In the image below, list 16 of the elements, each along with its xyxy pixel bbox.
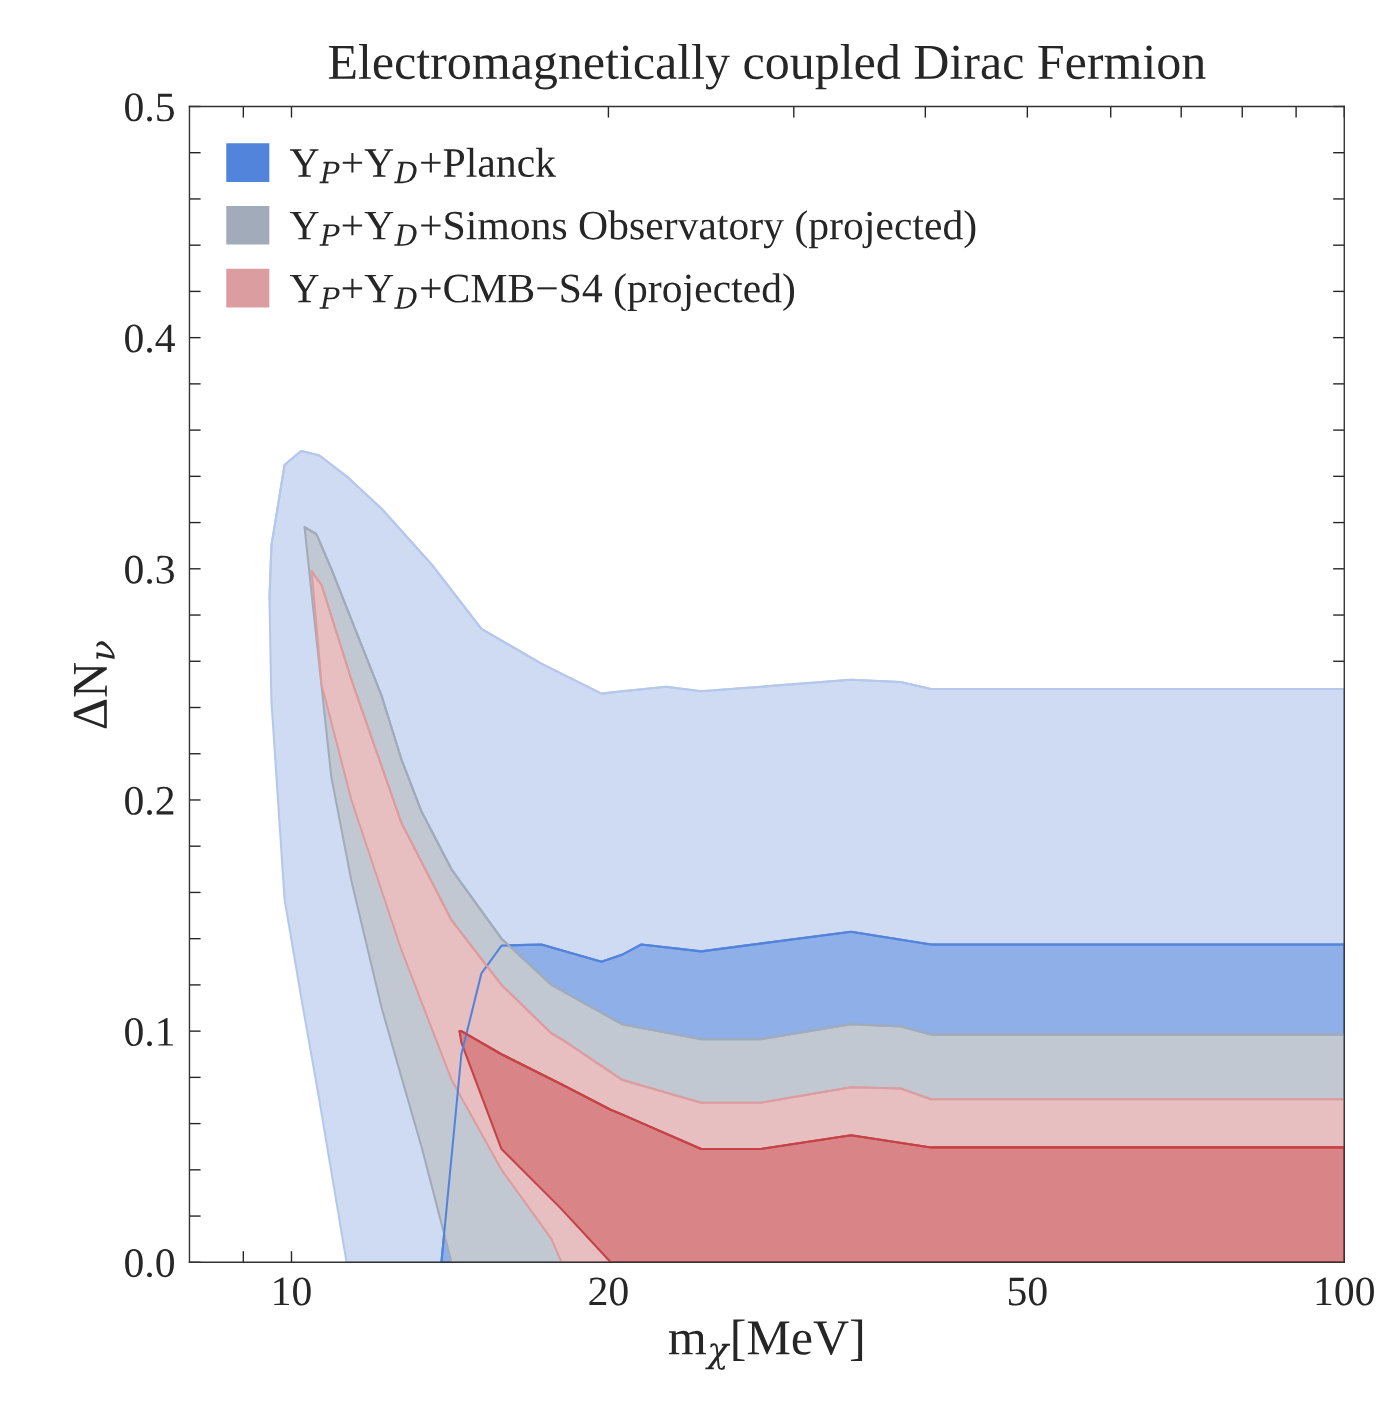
y-tick-label: 0.3	[125, 555, 174, 584]
y-axis-title: ΔN$_{ν}$	[73, 641, 115, 729]
y-tick-label: 0.4	[125, 324, 175, 353]
x-tick-label: 10	[274, 1277, 311, 1306]
legend-label: Y$_{P}$+Y$_{D}$+CMB−S4 (projected)	[289, 273, 795, 312]
x-tick-label: 100	[1316, 1277, 1374, 1306]
y-tick-label: 0.0	[125, 1249, 174, 1278]
x-tick-label: 20	[589, 1277, 628, 1306]
legend-label: Y$_{P}$+Y$_{D}$+Simons Observatory (projected)	[289, 210, 976, 249]
chart-title: Electromagnetically coupled Dirac Fermion	[328, 44, 1206, 90]
x-axis-title: m$_{χ}$[MeV]	[668, 1319, 863, 1370]
x-tick-label: 50	[1008, 1277, 1047, 1306]
y-tick-label: 0.5	[125, 93, 174, 122]
y-tick-label: 0.2	[125, 786, 174, 816]
y-tick-label: 0.1	[125, 1017, 174, 1047]
legend-label: Y$_{P}$+Y$_{D}$+Planck	[289, 147, 556, 184]
